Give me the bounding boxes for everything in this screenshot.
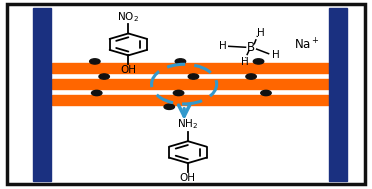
Bar — [52, 95, 329, 105]
Circle shape — [173, 90, 184, 96]
Text: NH$_2$: NH$_2$ — [177, 118, 198, 131]
Circle shape — [92, 90, 102, 96]
Circle shape — [261, 90, 271, 96]
Bar — [52, 63, 329, 73]
Text: OH: OH — [120, 65, 137, 75]
Circle shape — [90, 59, 100, 64]
Text: Na$^+$: Na$^+$ — [294, 37, 320, 53]
Circle shape — [253, 59, 264, 64]
Circle shape — [175, 59, 186, 64]
Text: H: H — [272, 50, 280, 60]
Bar — [52, 79, 329, 89]
Circle shape — [99, 74, 109, 79]
Circle shape — [164, 104, 174, 109]
Circle shape — [246, 74, 256, 79]
Text: B: B — [247, 41, 255, 54]
Text: OH: OH — [180, 173, 196, 183]
Bar — [329, 8, 347, 181]
Bar — [33, 8, 51, 181]
Circle shape — [188, 74, 199, 79]
Text: H: H — [257, 28, 264, 38]
Text: H: H — [219, 41, 227, 51]
Text: NO$_2$: NO$_2$ — [118, 10, 139, 24]
Text: H: H — [241, 57, 248, 67]
